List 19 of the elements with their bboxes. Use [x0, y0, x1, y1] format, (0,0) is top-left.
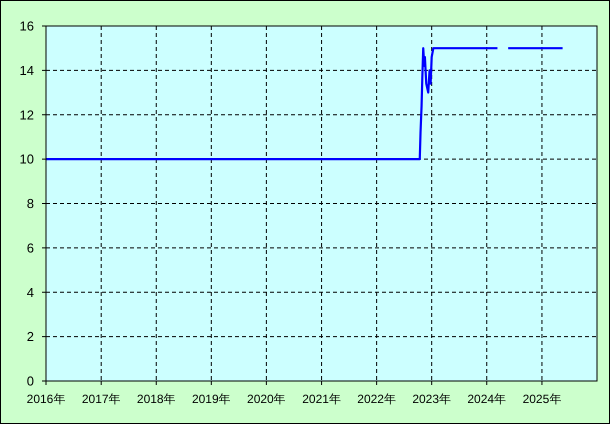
x-tick-label: 2020年: [247, 392, 286, 406]
y-tick-label: 16: [20, 18, 34, 34]
y-tick-label: 4: [26, 284, 34, 300]
y-tick-label: 6: [26, 240, 34, 256]
x-tick-label: 2021年: [302, 392, 341, 406]
y-tick-label: 8: [26, 196, 34, 212]
x-tick-label: 2016年: [26, 392, 66, 406]
x-tick-label: 2024年: [467, 392, 506, 406]
y-tick-label: 10: [20, 152, 34, 167]
x-tick-label: 2019年: [192, 392, 231, 406]
x-tick-label: 2018年: [136, 392, 176, 406]
x-tick-label: 2025年: [522, 392, 562, 406]
y-tick-label: 14: [20, 62, 34, 78]
x-tick-label: 2023年: [412, 392, 452, 406]
y-tick-label: 12: [20, 107, 34, 122]
y-tick-label: 0: [26, 374, 34, 389]
y-tick-label: 2: [26, 329, 34, 344]
x-tick-label: 2017年: [82, 392, 121, 406]
x-tick-label: 2022年: [357, 392, 396, 406]
